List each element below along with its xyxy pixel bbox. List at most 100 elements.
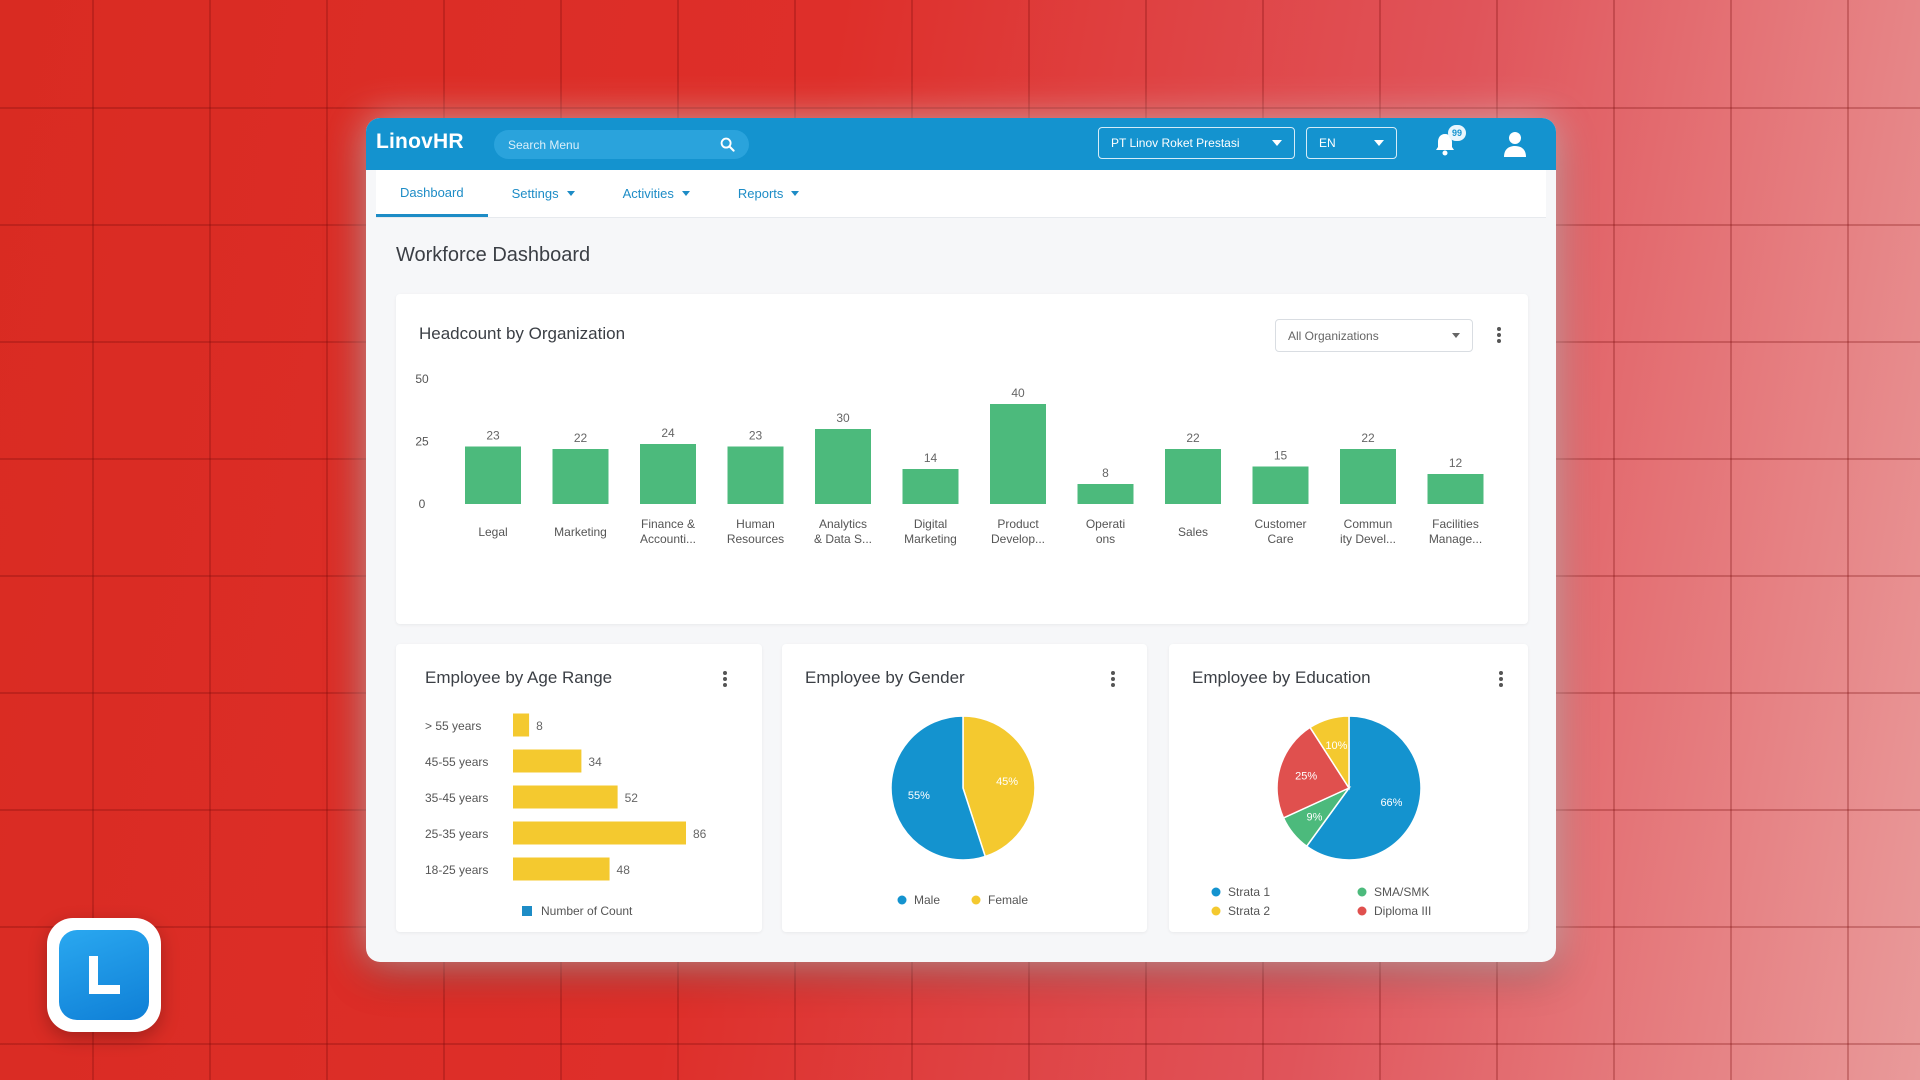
chevron-down-icon: [1452, 333, 1460, 338]
headcount-card: Headcount by Organization All Organizati…: [396, 294, 1528, 624]
slice-value-label: 66%: [1380, 797, 1402, 809]
slice-value-label: 45%: [996, 776, 1018, 788]
pie-slice[interactable]: [1276, 726, 1351, 819]
pie-slice[interactable]: [890, 715, 987, 861]
gender-title: Employee by Gender: [805, 668, 965, 687]
y-category-label: 35-45 years: [425, 791, 488, 805]
slice-value-label: 10%: [1325, 740, 1347, 752]
x-tick-label: Operati ons: [1086, 517, 1125, 546]
bar-value-label: 24: [661, 426, 675, 440]
bar-value-label: 48: [617, 863, 631, 877]
x-tick-label: Commun ity Devel...: [1340, 517, 1396, 546]
bar-value-label: 86: [693, 827, 707, 841]
legend-swatch: [522, 906, 532, 916]
legend-dot: [1357, 906, 1367, 916]
bar[interactable]: [902, 469, 959, 504]
x-tick-label: Sales: [1178, 525, 1208, 539]
bar-value-label: 23: [486, 429, 500, 443]
app-logo: [47, 918, 161, 1032]
bar-value-label: 8: [1102, 466, 1109, 480]
top-bar: LinovHR Search Menu PT Linov Roket Prest…: [366, 118, 1556, 170]
bar[interactable]: [1165, 449, 1221, 504]
headcount-bar-chart: 0 25 50 23 Legal 22 Marketing 24 Finance & Accoun…: [415, 372, 1484, 546]
bar[interactable]: [1427, 474, 1484, 504]
bar[interactable]: [513, 857, 610, 881]
pie-slice[interactable]: [1309, 715, 1350, 791]
bar[interactable]: [465, 446, 521, 505]
bar-value-label: 14: [924, 451, 938, 465]
chevron-down-icon: [566, 191, 575, 196]
legend-dot: [971, 895, 981, 905]
bar[interactable]: [1077, 484, 1134, 504]
page-title: Workforce Dashboard: [396, 244, 591, 266]
bar-value-label: 40: [1011, 386, 1025, 400]
more-options-icon[interactable]: [1496, 327, 1502, 343]
education-pie-chart: 66% 9% 25% 10% Strata 1 SMA/SMK Strata 2 Diplom…: [1211, 715, 1431, 918]
tab-reports[interactable]: Reports: [714, 170, 824, 217]
tab-settings[interactable]: Settings: [488, 170, 599, 217]
search-placeholder: Search Menu: [508, 137, 580, 152]
bar[interactable]: [727, 446, 784, 505]
brand-logo[interactable]: LinovHR: [376, 130, 464, 153]
bar-value-label: 30: [836, 411, 850, 425]
legend-label: Strata 1: [1228, 885, 1270, 899]
app-window: LinovHR Search Menu PT Linov Roket Prest…: [366, 118, 1556, 962]
legend-label: Number of Count: [541, 904, 633, 918]
more-options-icon[interactable]: [722, 671, 728, 687]
company-select-value: PT Linov Roket Prestasi: [1111, 136, 1240, 150]
bar[interactable]: [815, 429, 871, 504]
y-category-label: > 55 years: [425, 719, 481, 733]
bar-value-label: 12: [1449, 456, 1463, 470]
more-options-icon[interactable]: [1498, 671, 1504, 687]
tab-label: Dashboard: [400, 184, 464, 200]
y-tick-label: 25: [415, 435, 429, 449]
tab-dashboard[interactable]: Dashboard: [376, 170, 488, 217]
y-category-label: 25-35 years: [425, 827, 488, 841]
headcount-title: Headcount by Organization: [419, 324, 626, 343]
y-category-label: 45-55 years: [425, 755, 488, 769]
x-tick-label: Facilities Manage...: [1429, 517, 1482, 546]
company-select[interactable]: PT Linov Roket Prestasi: [1098, 127, 1295, 159]
age-range-title: Employee by Age Range: [425, 668, 613, 687]
legend-dot: [1357, 887, 1367, 897]
legend-dot: [1211, 906, 1221, 916]
x-tick-label: Digital Marketing: [904, 517, 957, 546]
bar-value-label: 15: [1274, 449, 1288, 463]
age-range-bar-chart: > 55 years 8 45-55 years 34 35-45 years 52 25-…: [425, 713, 707, 918]
more-options-icon[interactable]: [1110, 671, 1116, 687]
chevron-down-icon: [1272, 140, 1282, 146]
x-tick-label: Product Develop...: [991, 517, 1045, 546]
bar-value-label: 52: [625, 791, 639, 805]
bar[interactable]: [990, 404, 1046, 504]
language-select[interactable]: EN: [1306, 127, 1397, 159]
bar[interactable]: [513, 749, 582, 773]
y-tick-label: 50: [415, 372, 429, 386]
bar[interactable]: [552, 449, 609, 504]
x-tick-label: Human Resources: [727, 517, 784, 546]
gender-pie-chart: 45% 55% Male Female: [890, 715, 1036, 907]
bar[interactable]: [1340, 449, 1396, 504]
slice-value-label: 55%: [908, 790, 930, 802]
search-input[interactable]: Search Menu: [494, 130, 749, 159]
user-icon[interactable]: [1502, 130, 1528, 158]
y-tick-label: 0: [419, 497, 426, 511]
search-icon[interactable]: [720, 137, 735, 152]
nav-bar: Dashboard Settings Activities Reports: [376, 170, 1546, 218]
organization-filter-select[interactable]: All Organizations: [1275, 319, 1473, 352]
bar[interactable]: [513, 713, 530, 737]
bar[interactable]: [1252, 466, 1309, 505]
tab-activities[interactable]: Activities: [599, 170, 714, 217]
chevron-down-icon: [681, 191, 690, 196]
bar-value-label: 22: [1186, 431, 1200, 445]
slice-value-label: 25%: [1295, 770, 1317, 782]
pie-slice[interactable]: [962, 715, 1036, 858]
bar[interactable]: [640, 444, 696, 504]
slice-value-label: 9%: [1306, 811, 1322, 823]
bar[interactable]: [513, 821, 686, 845]
chevron-down-icon: [1374, 140, 1384, 146]
pie-slice[interactable]: [1305, 715, 1422, 861]
legend-label: Female: [988, 893, 1028, 907]
bar-value-label: 22: [574, 431, 588, 445]
language-select-value: EN: [1319, 136, 1336, 150]
bar[interactable]: [513, 785, 618, 809]
